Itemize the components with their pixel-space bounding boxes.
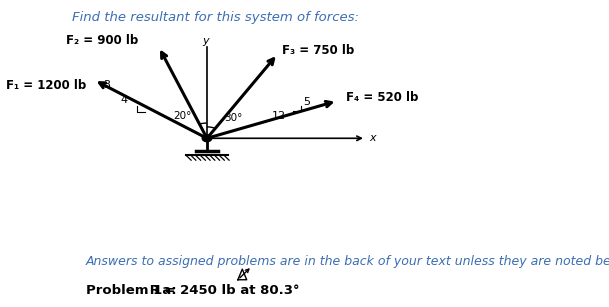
Text: Problem 1a:: Problem 1a: — [86, 284, 176, 297]
Text: 20°: 20° — [174, 111, 192, 121]
Circle shape — [203, 135, 211, 141]
Text: 30°: 30° — [225, 113, 243, 123]
Text: F₃ = 750 lb: F₃ = 750 lb — [282, 45, 354, 57]
Text: $y$: $y$ — [202, 36, 211, 48]
Text: 4: 4 — [121, 95, 128, 105]
Text: 5: 5 — [303, 97, 310, 107]
Text: R = 2450 lb at 80.3°: R = 2450 lb at 80.3° — [145, 284, 300, 297]
Text: $x$: $x$ — [370, 133, 378, 143]
Circle shape — [206, 137, 208, 139]
Text: F₂ = 900 lb: F₂ = 900 lb — [66, 34, 138, 47]
Text: Find the resultant for this system of forces:: Find the resultant for this system of fo… — [72, 10, 359, 24]
Text: F₁ = 1200 lb: F₁ = 1200 lb — [5, 80, 86, 92]
Text: F₄ = 520 lb: F₄ = 520 lb — [346, 91, 418, 104]
Text: 3: 3 — [104, 80, 110, 90]
Text: 12: 12 — [272, 111, 286, 121]
Text: Answers to assigned problems are in the back of your text unless they are noted : Answers to assigned problems are in the … — [86, 255, 609, 268]
